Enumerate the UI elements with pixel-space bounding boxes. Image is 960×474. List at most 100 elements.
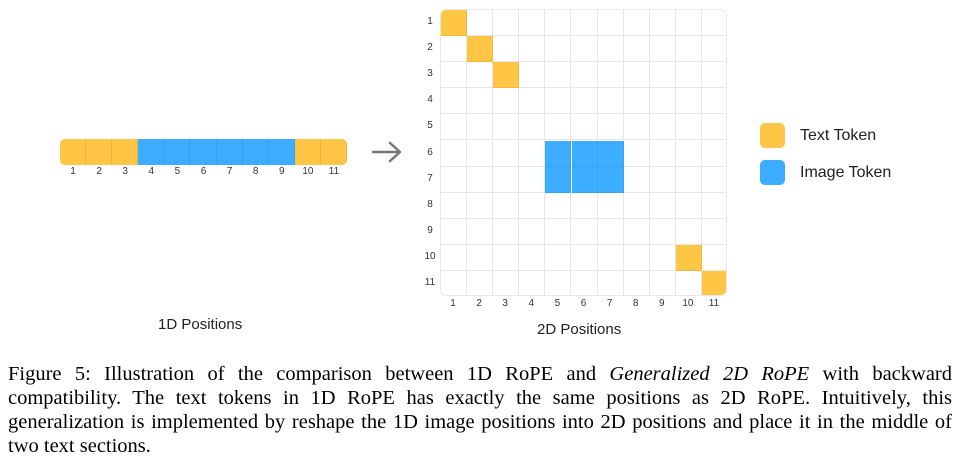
- grid-cell: [519, 114, 546, 141]
- grid-cell: [675, 140, 702, 167]
- grid-cell: [623, 218, 650, 245]
- grid-cell: [649, 10, 676, 37]
- grid-cell: [545, 62, 572, 89]
- grid-cell: [493, 218, 520, 245]
- token-image: [268, 139, 295, 165]
- legend-text-swatch: [760, 123, 785, 148]
- arrow-right-icon: [371, 141, 402, 163]
- grid-cell: [441, 166, 468, 193]
- grid-cell: [649, 36, 676, 63]
- grid-cell: [649, 192, 676, 219]
- position-1d-label: 10: [302, 166, 314, 177]
- grid-cell: [519, 218, 546, 245]
- grid-cell: [441, 271, 468, 295]
- grid-cell: [441, 192, 468, 219]
- grid-cell: [702, 36, 726, 63]
- grid-cell: [623, 166, 650, 193]
- grid-cell: [571, 244, 598, 271]
- grid-cell: [675, 218, 702, 245]
- token-image: [138, 139, 165, 165]
- grid-cell: [519, 36, 546, 63]
- grid-cell: [623, 114, 650, 141]
- position-grid-2d: [440, 9, 727, 296]
- grid-cell: [441, 140, 468, 167]
- grid-cell: [441, 114, 468, 141]
- grid-cell: [441, 218, 468, 245]
- grid-cell: [493, 244, 520, 271]
- text-token-cell: [702, 271, 726, 295]
- grid-cell: [545, 114, 572, 141]
- grid-cell: [702, 141, 726, 167]
- grid-cell: [467, 271, 494, 295]
- grid-cell: [493, 166, 520, 193]
- grid-cell: [702, 62, 726, 89]
- grid-cell: [675, 62, 702, 89]
- position-1d-label: 5: [174, 166, 181, 177]
- grid-cell: [493, 140, 520, 167]
- grid-cell: [675, 114, 702, 141]
- grid-cell: [623, 36, 650, 63]
- row-label: 3: [427, 68, 433, 80]
- label-2d-positions: 2D Positions: [537, 321, 622, 338]
- grid-cell: [597, 218, 624, 245]
- grid-cell: [571, 88, 598, 115]
- grid-cell: [702, 10, 726, 37]
- grid-cell: [597, 36, 624, 63]
- grid-cell: [545, 218, 572, 245]
- grid-cell: [545, 192, 572, 219]
- grid-cell: [623, 140, 650, 167]
- grid-cell: [441, 36, 468, 63]
- grid-cell: [441, 244, 468, 271]
- legend-image-swatch: [760, 160, 785, 185]
- grid-cell: [702, 245, 726, 271]
- column-label: 3: [502, 298, 508, 309]
- grid-cell: [519, 10, 546, 37]
- grid-cell: [571, 218, 598, 245]
- grid-cell: [545, 271, 572, 295]
- grid-cell: [702, 219, 726, 245]
- grid-cell: [597, 10, 624, 37]
- grid-cell: [649, 140, 676, 167]
- position-1d-label: 8: [252, 166, 259, 177]
- position-1d-label: 1: [70, 166, 76, 177]
- grid-cell: [519, 271, 546, 295]
- grid-cell: [675, 166, 702, 193]
- grid-cell: [623, 62, 650, 89]
- column-label: 8: [632, 298, 639, 309]
- grid-cell: [675, 88, 702, 115]
- grid-cell: [650, 271, 676, 295]
- row-label: 6: [427, 146, 433, 158]
- grid-cell: [702, 167, 726, 193]
- column-label: 4: [528, 298, 535, 309]
- row-label: 8: [427, 198, 433, 210]
- caption-suffix: with backward compatibility. The text to…: [8, 363, 952, 457]
- grid-cell: [571, 192, 598, 219]
- column-label: 1: [450, 298, 456, 309]
- grid-cell: [572, 271, 598, 295]
- token-text: [60, 139, 87, 165]
- grid-cell: [649, 62, 676, 89]
- position-1d-label: 7: [226, 166, 233, 177]
- position-1d-label: 3: [122, 166, 128, 177]
- image-token-cell: [597, 140, 624, 167]
- grid-cell: [624, 271, 650, 295]
- grid-cell: [623, 244, 650, 271]
- grid-cell: [467, 218, 494, 245]
- text-token-cell: [441, 10, 468, 37]
- grid-cell: [571, 114, 598, 141]
- column-label: 9: [659, 298, 665, 309]
- grid-cell: [649, 114, 676, 141]
- grid-cell: [493, 114, 520, 141]
- row-label: 10: [424, 250, 436, 262]
- grid-cell: [467, 10, 494, 37]
- image-token-cell: [571, 140, 598, 167]
- grid-cell: [493, 10, 520, 37]
- column-label: 5: [554, 298, 561, 309]
- image-token-cell: [597, 166, 624, 193]
- grid-cell: [467, 114, 494, 141]
- grid-cell: [467, 244, 494, 271]
- row-label: 11: [424, 277, 436, 288]
- caption-emphasis: Generalized 2D RoPE: [609, 363, 810, 385]
- grid-cell: [441, 62, 468, 89]
- token-text: [294, 139, 321, 165]
